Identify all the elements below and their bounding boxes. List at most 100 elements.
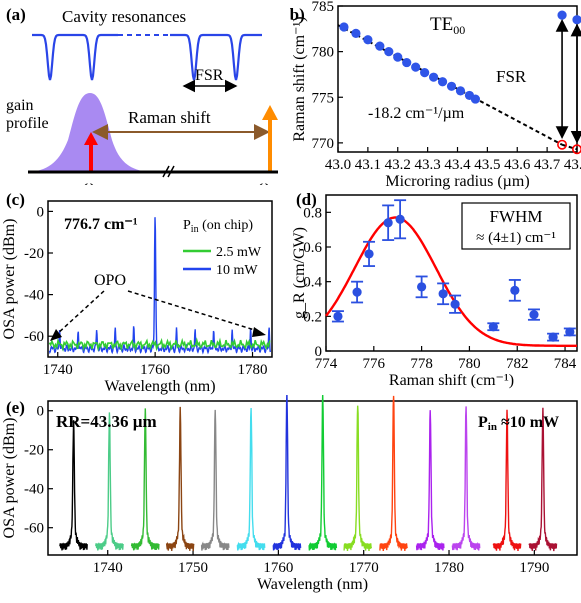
data-point — [455, 86, 466, 96]
data-point — [383, 218, 393, 228]
pump-arrow-head — [262, 105, 278, 120]
data-point — [510, 285, 520, 295]
panel-e: (e) 1740 1750 1760 1770 1780 1790 0 -20 -40 -60 Wav… — [1, 395, 578, 593]
x-axis-label: Raman shift (cm⁻¹) — [389, 372, 514, 389]
panel-e-label: (e) — [6, 398, 25, 417]
opo-arrowhead-left — [50, 329, 62, 341]
axis-break-2 — [167, 165, 175, 178]
spectrum-trace — [492, 409, 522, 552]
panel-d-label: (d) — [296, 190, 317, 209]
pin-legend-title: Pin (on chip) — [183, 218, 253, 235]
opo-arrow-right — [127, 290, 259, 332]
x-axis-label: Microring radius (µm) — [385, 173, 529, 190]
data-point — [352, 287, 362, 297]
x-tick-label: 1740 — [43, 362, 73, 378]
x-tick-label: 1750 — [178, 560, 208, 576]
data-point — [470, 94, 481, 104]
data-point — [395, 214, 405, 224]
x-tick-label: 43.1 — [355, 157, 381, 173]
opo-arrowhead-right — [252, 327, 266, 337]
data-point — [411, 62, 421, 72]
spectrum-trace — [236, 407, 266, 551]
y-axis-label: g_R (cm/GW) — [291, 227, 308, 319]
spectrum-trace — [379, 395, 408, 552]
panel-c: (c) 1740 1760 1780 0 -20 -40 -60 Wavelength (nm)… — [1, 190, 273, 395]
y-tick-label: -40 — [24, 288, 44, 304]
omega-p-label: ωp — [258, 176, 276, 185]
data-point — [488, 322, 498, 332]
data-point — [393, 52, 403, 62]
spectrum-trace — [165, 406, 195, 551]
data-point — [363, 35, 373, 45]
panel-a-label: (a) — [6, 5, 26, 24]
data-point — [351, 28, 361, 38]
fit-curve — [325, 216, 577, 347]
data-point — [333, 311, 343, 321]
x-tick-label: 784 — [554, 356, 577, 372]
x-tick-label: 1790 — [519, 560, 549, 576]
pin-label-e: Pin ≈10 mW — [478, 414, 559, 433]
y-tick-label: 775 — [312, 90, 335, 106]
y-tick-label: 0 — [315, 344, 323, 360]
gain-label-line1: gain — [6, 97, 34, 114]
data-point — [557, 10, 567, 20]
y-tick-label: 0 — [37, 204, 45, 220]
y-tick-label: 0 — [37, 404, 45, 420]
x-tick-label: 1740 — [93, 560, 123, 576]
plot-frame — [325, 194, 578, 352]
x-tick-label: 43.3 — [415, 157, 441, 173]
cavity-resonances-title: Cavity resonances — [62, 7, 186, 26]
x-tick-label: 780 — [458, 356, 481, 372]
fsr-label-a: FSR — [195, 67, 224, 84]
plot-frame — [47, 200, 273, 358]
opo-arrow-left — [55, 290, 105, 336]
trace-2-5mw — [48, 337, 271, 352]
y-axis-label: OSA power (dBm) — [1, 219, 18, 340]
x-tick-label: 774 — [315, 356, 338, 372]
x-tick-label: 43.2 — [385, 157, 411, 173]
spectrum-trace — [451, 406, 481, 551]
data-point — [364, 249, 374, 259]
fwhm-title: FWHM — [490, 207, 543, 226]
x-axis-label: Wavelength (nm) — [257, 576, 368, 593]
slope-label: -18.2 cm⁻¹/µm — [368, 105, 465, 122]
y-axis-label: Raman shift (cm⁻¹) — [291, 16, 308, 141]
x-tick-label: 1760 — [263, 560, 293, 576]
x-tick-label: 43.7 — [534, 157, 561, 173]
spectrum-trace — [415, 410, 445, 551]
x-tick-label: 1780 — [238, 362, 268, 378]
data-point — [339, 22, 349, 32]
panel-b: (b) 43.043.143.243.343.443.543.643.743.8… — [290, 0, 581, 190]
axis-break-1 — [162, 165, 170, 178]
resonance-trace — [32, 33, 262, 81]
x-tick-label: 43.0 — [325, 157, 351, 173]
x-tick-label: 778 — [410, 356, 433, 372]
y-tick-label: 0.2 — [303, 309, 322, 325]
x-tick-label: 1780 — [434, 560, 464, 576]
data-point — [529, 310, 539, 320]
y-tick-label: -60 — [24, 521, 44, 537]
spectrum-trace — [272, 395, 302, 551]
y-tick-label: 0.8 — [303, 205, 322, 221]
spectrum-trace — [130, 408, 160, 551]
data-point — [548, 332, 558, 342]
y-tick-label: -20 — [24, 246, 44, 262]
spectrum-trace — [528, 407, 558, 552]
x-tick-label: 1760 — [140, 362, 170, 378]
gain-label-line2: profile — [6, 115, 49, 132]
data-point — [450, 299, 460, 309]
x-tick-label: 1770 — [349, 560, 379, 576]
y-tick-label: -40 — [24, 482, 44, 498]
data-point — [384, 47, 394, 57]
x-tick-label: 776 — [363, 356, 386, 372]
data-point — [402, 57, 412, 68]
x-tick-label: 43.4 — [444, 157, 471, 173]
te00-title: TE00 — [430, 14, 465, 37]
plot-frame — [47, 400, 578, 556]
opo-label: OPO — [94, 272, 126, 289]
y-tick-label: 785 — [312, 0, 335, 15]
x-tick-label: 43.5 — [474, 157, 500, 173]
data-point — [572, 15, 581, 25]
fwhm-value: ≈ (4±1) cm⁻¹ — [476, 230, 556, 246]
gain-profile — [30, 93, 150, 172]
